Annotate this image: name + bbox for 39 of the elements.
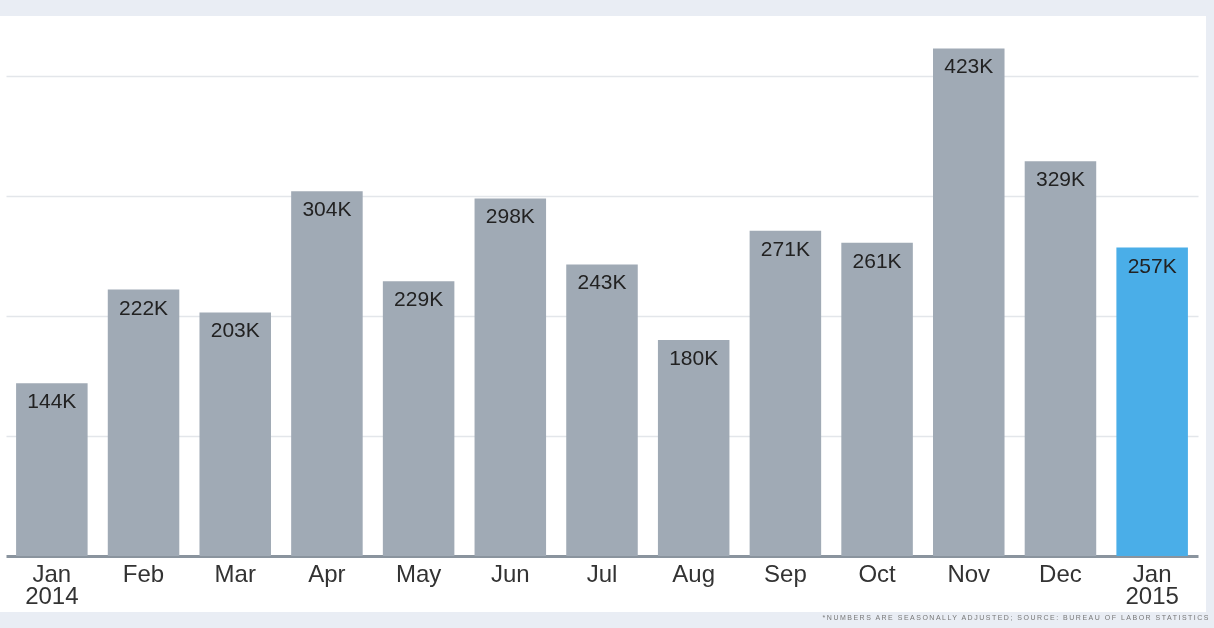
data-label: 304K [302, 197, 352, 221]
data-label: 298K [485, 204, 535, 228]
bar [749, 230, 822, 556]
x-tick-label: Feb [122, 559, 165, 587]
x-tick-label: Sep [764, 559, 807, 587]
data-label: 257K [1127, 253, 1177, 277]
data-label: 329K [1035, 167, 1085, 191]
data-label: 243K [577, 270, 627, 294]
x-tick-label: Aug [672, 559, 716, 587]
data-label: 261K [852, 248, 902, 272]
data-label: 180K [669, 346, 719, 369]
x-tick-label: Dec [1039, 559, 1082, 587]
bar [566, 264, 638, 556]
data-label: 203K [210, 318, 260, 342]
bar [107, 289, 180, 556]
data-label: 222K [119, 295, 169, 319]
x-tick-label: Jan 2015 [1125, 559, 1179, 609]
bar [841, 242, 913, 556]
bar [474, 198, 547, 556]
x-tick-label: Jul [586, 559, 618, 587]
bar [657, 340, 730, 556]
x-tick-label: Jan 2014 [25, 559, 79, 609]
bar [933, 48, 1005, 556]
x-tick-label: Oct [858, 559, 897, 587]
data-label: 271K [760, 236, 810, 260]
x-tick-label: Mar [214, 559, 256, 587]
bar [1024, 161, 1097, 556]
bar [382, 281, 455, 556]
x-tick-label: May [395, 559, 442, 587]
data-label: 144K [27, 389, 77, 413]
bar [16, 383, 88, 556]
bar [291, 191, 363, 556]
data-label: 229K [394, 287, 444, 311]
x-tick-label: Jun [490, 559, 530, 587]
x-tick-label: Apr [308, 559, 346, 587]
x-tick-label: Nov [947, 559, 991, 587]
data-label: 423K [944, 54, 994, 78]
bar [1116, 247, 1188, 556]
bar [199, 312, 271, 556]
